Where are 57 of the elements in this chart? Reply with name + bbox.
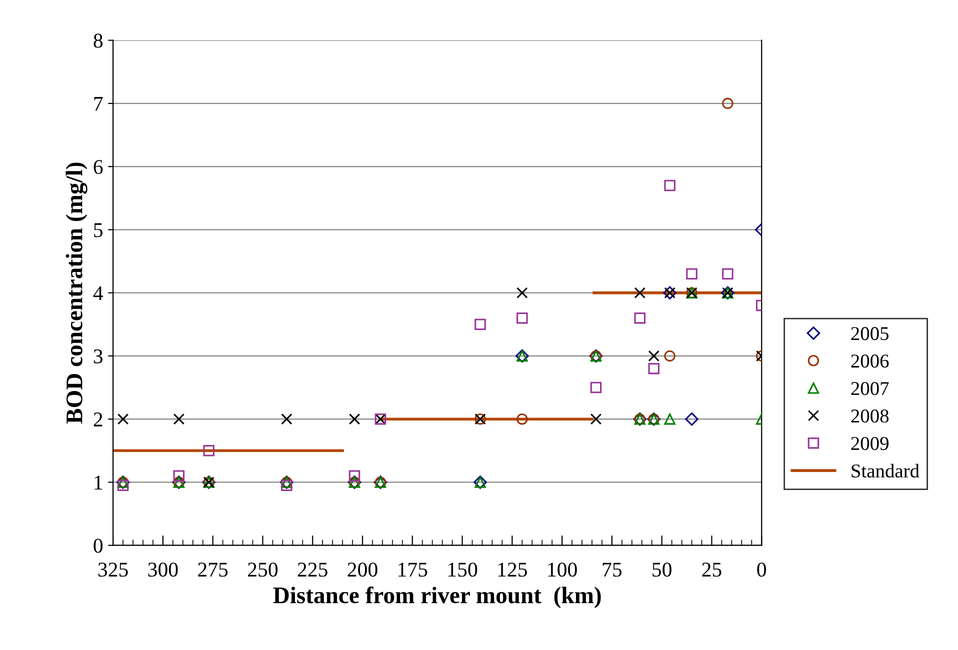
point xyxy=(348,413,360,425)
x-tick-label: 200 xyxy=(348,562,378,577)
point xyxy=(685,412,698,426)
point xyxy=(173,470,185,482)
point xyxy=(722,98,734,110)
legend-label: 2009 xyxy=(851,436,889,450)
point xyxy=(516,287,528,298)
point xyxy=(664,413,676,425)
y-tick-label: 6 xyxy=(94,160,103,174)
legend-label: 2006 xyxy=(851,354,889,368)
point xyxy=(173,413,185,425)
x-tick-label: 125 xyxy=(498,562,527,577)
point xyxy=(474,318,486,330)
point xyxy=(281,480,292,491)
y-tick-label: 5 xyxy=(94,223,103,238)
x-tick-label: 250 xyxy=(248,562,278,577)
y-tick-label: 3 xyxy=(94,349,103,364)
x-tick-label: 150 xyxy=(448,562,478,577)
point xyxy=(648,362,660,374)
x-tick-label: 100 xyxy=(548,562,577,577)
point xyxy=(281,413,292,425)
x-tick-label: 325 xyxy=(98,562,128,577)
point xyxy=(664,350,676,362)
point xyxy=(203,445,214,456)
legend-label: 2008 xyxy=(851,409,889,423)
x-tick-label: 75 xyxy=(602,562,622,577)
legend-label: Standard xyxy=(852,464,920,478)
point xyxy=(117,480,129,491)
legend-label: 2007 xyxy=(851,382,889,396)
point xyxy=(648,350,660,362)
x-tick-label: 25 xyxy=(702,562,722,577)
y-tick-label: 4 xyxy=(93,286,103,300)
point xyxy=(590,413,602,425)
point xyxy=(117,413,129,425)
y-tick-label: 0 xyxy=(94,538,103,553)
x-tick-label: 225 xyxy=(298,562,328,577)
x-axis-title: Distance from river mount (km) xyxy=(273,586,601,608)
x-tick-label: 50 xyxy=(652,562,672,577)
point xyxy=(634,312,646,324)
point xyxy=(722,268,734,280)
point xyxy=(664,180,676,192)
point xyxy=(686,268,698,280)
y-tick-label: 7 xyxy=(94,97,103,111)
point xyxy=(516,312,528,324)
y-tick-label: 1 xyxy=(94,476,102,490)
x-tick-label: 275 xyxy=(198,562,228,577)
x-tick-label: 300 xyxy=(148,562,178,577)
point xyxy=(634,287,646,298)
point xyxy=(516,413,528,425)
y-tick-label: 2 xyxy=(94,412,102,426)
y-axis-title: BOD concentration (mg/l) xyxy=(66,162,88,424)
y-tick-label: 8 xyxy=(94,34,103,48)
legend-label: 2005 xyxy=(851,327,889,340)
x-tick-label: 175 xyxy=(398,562,428,577)
point xyxy=(348,470,360,482)
point xyxy=(590,382,602,394)
x-tick-label: 0 xyxy=(757,562,766,577)
